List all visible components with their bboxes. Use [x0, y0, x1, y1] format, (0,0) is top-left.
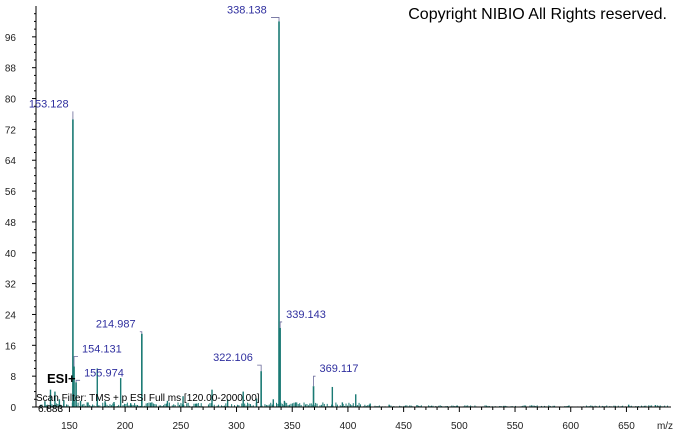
x-axis-label: m/z — [657, 421, 673, 432]
y-tick-label: 88 — [5, 64, 17, 75]
y-tick-label: 16 — [5, 341, 17, 352]
y-tick-label: 40 — [5, 249, 17, 260]
peak-leader — [313, 375, 316, 387]
y-tick-label: 72 — [5, 125, 17, 136]
peak-leader — [139, 331, 143, 334]
y-tick-label: 80 — [5, 95, 17, 106]
copyright-text: Copyright NIBIO All Rights reserved. — [408, 6, 667, 23]
y-tick-label: 64 — [5, 156, 17, 167]
y-tick-label: 48 — [5, 218, 17, 229]
x-tick-label: 450 — [395, 421, 412, 432]
peak-label: 338.138 — [227, 4, 267, 16]
peak-leader — [279, 321, 283, 328]
peak-leader — [73, 356, 79, 367]
peak-leader — [271, 17, 280, 22]
peak-label: 322.106 — [213, 352, 253, 364]
peak-label: 154.131 — [82, 344, 122, 356]
ionization-mode: ESI+ — [47, 371, 76, 386]
y-tick-label: 96 — [5, 33, 17, 44]
x-tick-label: 550 — [507, 421, 524, 432]
y-tick-label: 0 — [10, 403, 16, 414]
x-tick-label: 300 — [228, 421, 245, 432]
x-tick-label: 250 — [172, 421, 189, 432]
y-tick-label: 8 — [10, 372, 16, 383]
peak-labels: 153.128 154.131 155.974 214.987 322.106 338.1… — [29, 4, 359, 387]
peak-label: 214.987 — [96, 319, 136, 331]
peak-label: 155.974 — [84, 367, 124, 379]
x-tick-label: 350 — [284, 421, 301, 432]
x-tick-label: 600 — [562, 421, 579, 432]
peak-label: 339.143 — [286, 309, 326, 321]
x-tick-label: 500 — [451, 421, 468, 432]
y-tick-label: 32 — [5, 280, 17, 291]
x-tick-label: 650 — [618, 421, 635, 432]
peak-leader — [75, 379, 81, 383]
scan-filter-text: Scan Filter: TMS + p ESI Full ms [120.00… — [36, 393, 260, 404]
y-tick-label: 24 — [5, 310, 17, 321]
x-tick-label: 200 — [117, 421, 134, 432]
y-tick-label: 56 — [5, 187, 17, 198]
peak-leader — [257, 364, 262, 372]
x-tick-label: 400 — [340, 421, 357, 432]
axes: 0 8 16 24 32 40 48 56 64 72 80 88 96 150 200 250 300 350 4… — [5, 6, 673, 432]
base-intensity-text: 6.883 — [38, 404, 63, 415]
peak-label: 369.117 — [320, 363, 359, 375]
peak-label: 153.128 — [29, 98, 69, 110]
peak-series — [44, 21, 657, 407]
x-tick-label: 150 — [61, 421, 78, 432]
